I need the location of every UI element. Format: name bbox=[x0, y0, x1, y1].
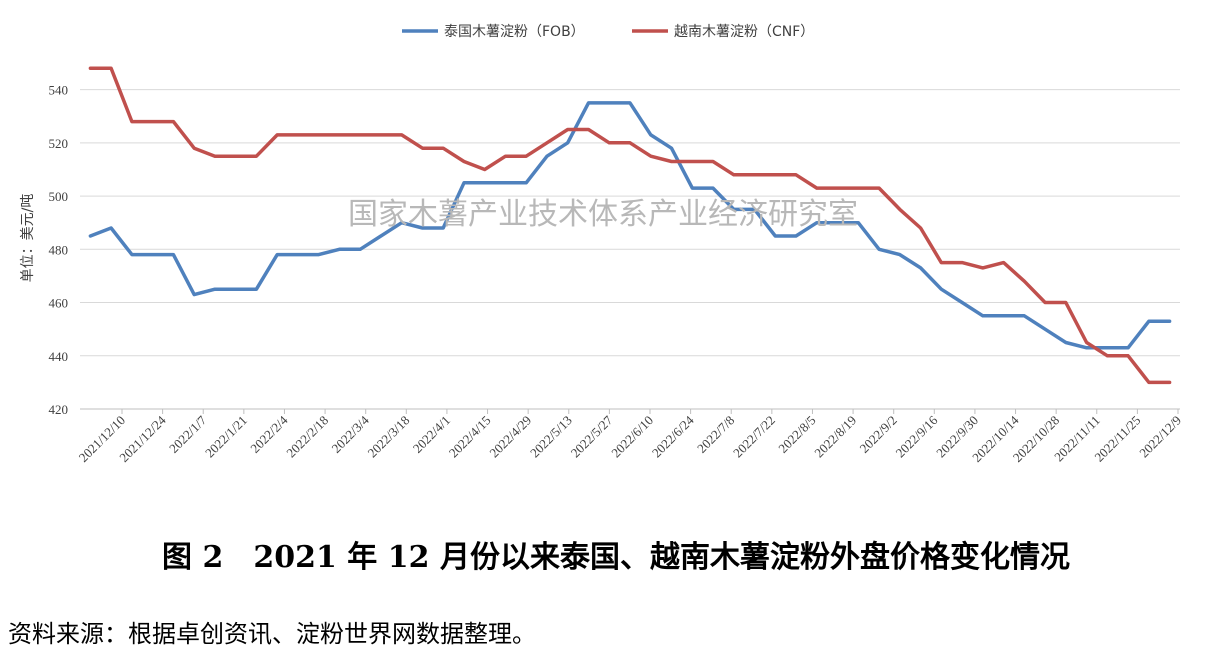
x-axis: 2021/12/102021/12/242022/1/72022/1/21202… bbox=[76, 408, 1184, 465]
x-tick-label: 2022/6/10 bbox=[608, 413, 656, 461]
legend-label-1: 泰国木薯淀粉（FOB） bbox=[444, 24, 585, 40]
x-tick-label: 2022/4/29 bbox=[486, 413, 534, 461]
x-tick-label: 2022/12/9 bbox=[1136, 413, 1184, 461]
price-line-chart: 2021/12/102021/12/242022/1/72022/1/21202… bbox=[20, 24, 1184, 465]
y-tick-label: 500 bbox=[49, 189, 69, 204]
series-lines bbox=[88, 66, 1172, 385]
x-tick-label: 2022/5/13 bbox=[527, 413, 575, 461]
legend-label-2: 越南木薯淀粉（CNF） bbox=[674, 24, 814, 40]
y-tick-label: 480 bbox=[49, 242, 69, 257]
x-tick-label: 2022/4/15 bbox=[446, 413, 494, 461]
x-tick-label: 2022/1/21 bbox=[202, 413, 250, 461]
x-tick-label: 2022/9/16 bbox=[893, 412, 941, 460]
x-tick-label: 2022/8/19 bbox=[811, 413, 859, 461]
series-line-1 bbox=[88, 101, 1172, 350]
y-tick-label: 420 bbox=[49, 402, 69, 417]
watermark: 国家木薯产业技术体系产业经济研究室 bbox=[348, 197, 858, 232]
figure-caption: 图 2 2021 年 12 月份以来泰国、越南木薯淀粉外盘价格变化情况 bbox=[162, 540, 1070, 575]
x-tick-label: 2022/3/18 bbox=[365, 413, 413, 461]
y-tick-label: 440 bbox=[49, 349, 69, 364]
x-tick-label: 2022/7/22 bbox=[730, 413, 778, 461]
x-tick-label: 2022/5/27 bbox=[568, 412, 616, 460]
y-axis: 420 440 460 480 500 520 540 bbox=[49, 83, 69, 417]
x-tick-label: 2022/6/24 bbox=[649, 412, 697, 460]
y-tick-label: 540 bbox=[49, 83, 69, 98]
y-axis-label: 单位：美元/吨 bbox=[20, 194, 36, 283]
x-tick-label: 2022/2/18 bbox=[283, 413, 331, 461]
y-tick-label: 460 bbox=[49, 296, 69, 311]
source-note: 资料来源：根据卓创资讯、淀粉世界网数据整理。 bbox=[8, 620, 536, 648]
legend: 泰国木薯淀粉（FOB） 越南木薯淀粉（CNF） bbox=[402, 24, 814, 40]
series-line-2 bbox=[88, 66, 1172, 385]
y-tick-label: 520 bbox=[49, 136, 69, 151]
